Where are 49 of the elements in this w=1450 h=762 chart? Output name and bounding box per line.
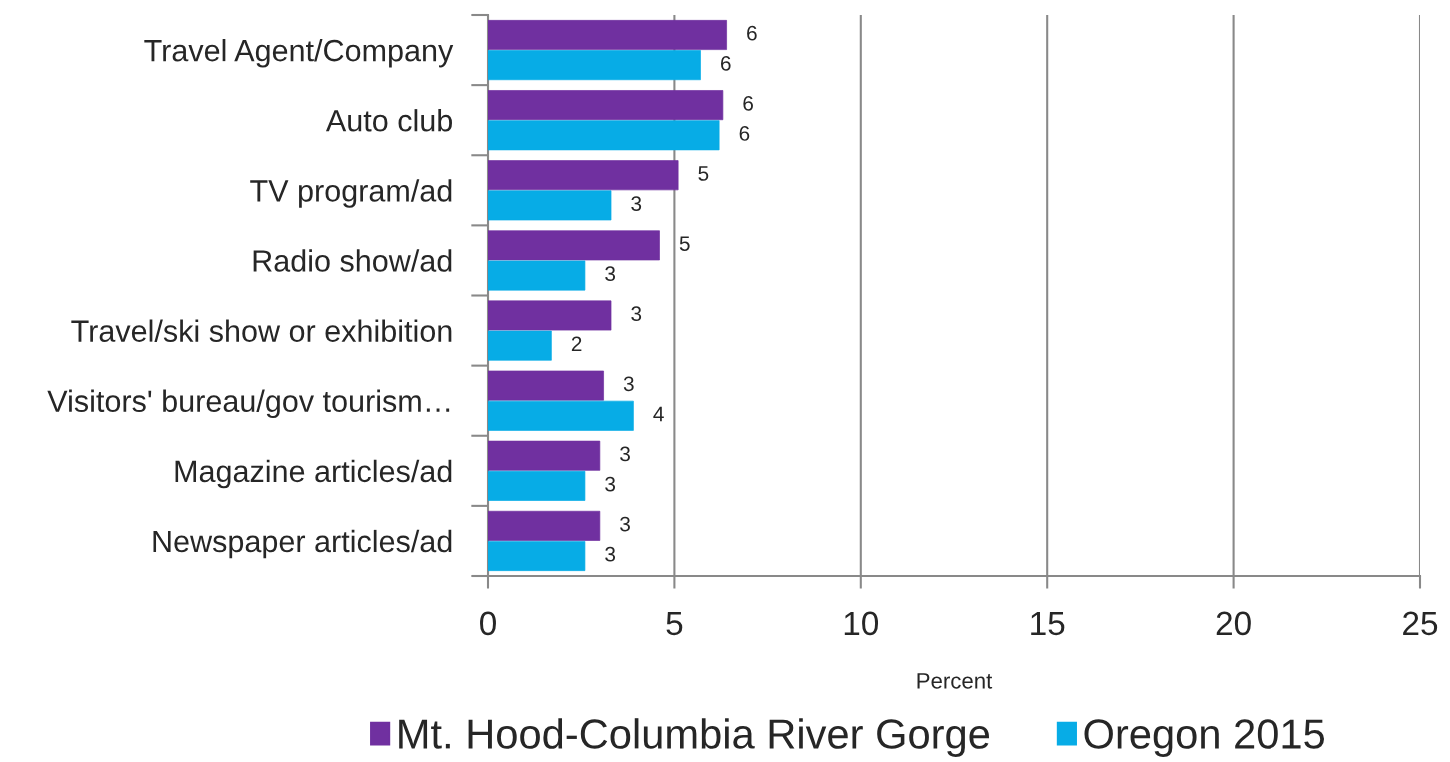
legend-label: Oregon 2015 xyxy=(1084,719,1325,758)
y-tick-label: TV program/ad xyxy=(250,179,452,208)
bar xyxy=(488,330,552,361)
data-label: 6 xyxy=(739,126,750,141)
bar xyxy=(488,230,660,261)
x-tick-label: 25 xyxy=(1403,611,1438,636)
bar xyxy=(488,300,612,331)
legend-label: Mt. Hood-Columbia River Gorge xyxy=(399,718,990,758)
bar xyxy=(488,440,601,471)
bar xyxy=(488,370,604,401)
y-tick-label: Newspaper articles/ad xyxy=(153,529,452,559)
data-label: 3 xyxy=(623,376,634,392)
bar xyxy=(488,20,727,50)
data-label: 5 xyxy=(679,236,690,251)
bar xyxy=(488,160,679,191)
data-label: 6 xyxy=(721,55,731,71)
bar xyxy=(488,120,720,151)
y-tick-label: Auto club xyxy=(325,109,452,132)
y-tick-label: Magazine articles/ad xyxy=(175,459,452,489)
data-label: 3 xyxy=(620,446,630,462)
data-label: 6 xyxy=(743,95,753,111)
data-label: 3 xyxy=(631,196,642,211)
bar xyxy=(488,400,634,431)
x-tick-label: 15 xyxy=(1031,611,1065,636)
bar xyxy=(488,190,612,221)
y-tick-label: Visitors' bureau/gov tourism… xyxy=(47,389,450,419)
data-label: 4 xyxy=(653,406,664,422)
data-label: 3 xyxy=(605,266,616,282)
data-label: 6 xyxy=(747,25,757,41)
x-tick-label: 10 xyxy=(844,611,879,636)
y-tick-label: Radio show/ad xyxy=(253,249,452,272)
data-label: 2 xyxy=(571,336,582,352)
bar xyxy=(488,260,586,291)
data-label: 3 xyxy=(631,306,642,322)
bar xyxy=(488,541,586,571)
x-tick-label: 5 xyxy=(666,611,683,636)
data-label: 5 xyxy=(698,166,709,181)
bar xyxy=(488,50,701,81)
data-label: 3 xyxy=(620,516,630,532)
bar xyxy=(488,90,724,121)
bar xyxy=(488,470,586,501)
x-tick-label: 0 xyxy=(480,611,496,636)
data-label: 3 xyxy=(605,476,616,492)
x-tick-label: 20 xyxy=(1216,611,1251,636)
bar xyxy=(488,510,601,541)
data-label: 3 xyxy=(605,546,616,562)
x-axis-title: Percent xyxy=(917,673,993,689)
y-tick-label: Travel/ski show or exhibition xyxy=(71,319,452,342)
y-tick-label: Travel Agent/Company xyxy=(144,38,454,68)
